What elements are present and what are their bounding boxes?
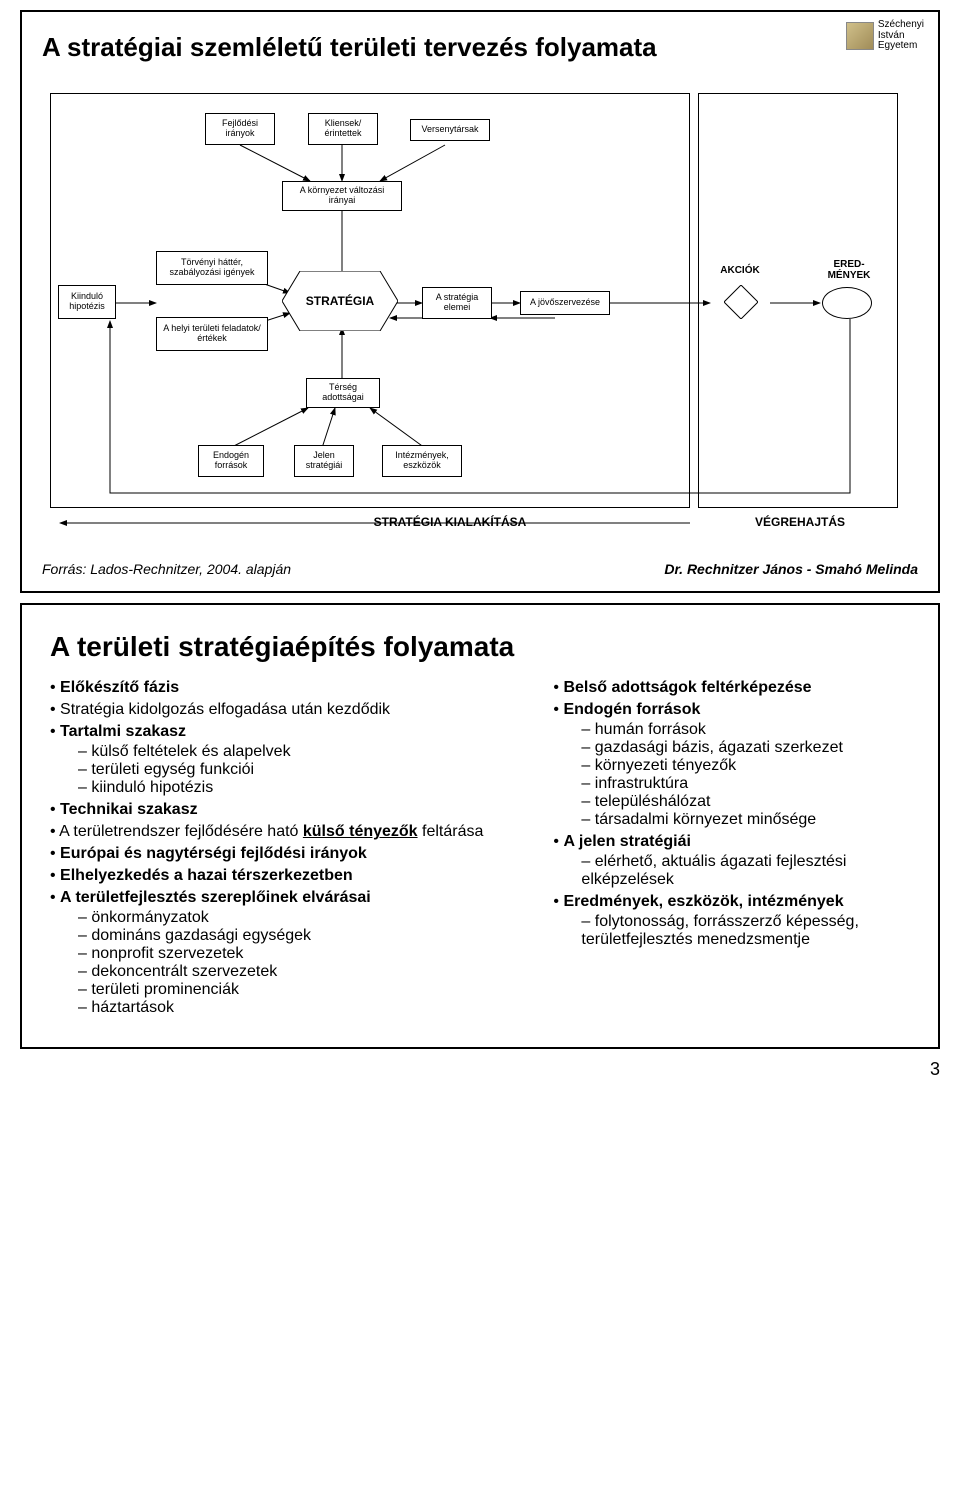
label-strategy-creation: STRATÉGIA KIALAKÍTÁSA (330, 515, 570, 529)
node-elemei: A stratégia elemei (422, 287, 492, 319)
node-torvenyi: Törvényi háttér, szabályozási igények (156, 251, 268, 285)
label-execution: VÉGREHAJTÁS (730, 515, 870, 529)
node-terseg: Térség adottságai (306, 378, 380, 408)
s2l-i6: Európai és nagytérségi fejlődési irányok (50, 845, 525, 863)
slide-2: A területi stratégiaépítés folyamata Elő… (20, 603, 940, 1049)
node-strategia: STRATÉGIA (282, 271, 398, 331)
s2r-s2d: infrastruktúra (581, 775, 910, 793)
node-endogen: Endogén források (198, 445, 264, 477)
node-kornyezet: A környezet változási irányai (282, 181, 402, 211)
s2l-s8f: háztartások (78, 999, 525, 1017)
s2l-s3c: kiinduló hipotézis (78, 779, 525, 797)
logo-emblem (846, 22, 874, 50)
logo: Széchenyi István Egyetem (846, 20, 924, 52)
s2r-s2e: településhálózat (581, 793, 910, 811)
node-jovo: A jövőszervezése (520, 291, 610, 315)
slide-1: Széchenyi István Egyetem A stratégiai sz… (20, 10, 940, 593)
s2l-i8: A területfejlesztés szereplőinek elvárás… (50, 889, 525, 1017)
slide1-footer: Forrás: Lados-Rechnitzer, 2004. alapján … (42, 561, 918, 577)
slide2-left-col: Előkészítő fázis Stratégia kidolgozás el… (50, 679, 525, 1021)
slide2-title: A területi stratégiaépítés folyamata (50, 631, 910, 663)
logo-line3: Egyetem (878, 40, 917, 51)
slide1-title: A stratégiai szemléletű területi tervezé… (42, 32, 918, 63)
diagram: Fejlődési irányok Kliensek/ érintettek V… (50, 73, 910, 553)
s2r-i3: A jelen stratégiái elérhető, aktuális ág… (553, 833, 910, 889)
label-akciok: AKCIÓK (710, 265, 770, 276)
node-jelen: Jelen stratégiái (294, 445, 354, 477)
shape-akciok-diamond (724, 285, 758, 319)
s2r-s2f: társadalmi környezet minősége (581, 811, 910, 829)
logo-line2: István (878, 30, 905, 41)
node-kliensek: Kliensek/ érintettek (308, 113, 378, 145)
footer-right: Dr. Rechnitzer János - Smahó Melinda (664, 561, 918, 577)
s2r-i4: Eredmények, eszközök, intézmények folyto… (553, 893, 910, 949)
s2l-i2: Stratégia kidolgozás elfogadása után kez… (50, 701, 525, 719)
s2l-s3b: területi egység funkciói (78, 761, 525, 779)
node-fejlodesi: Fejlődési irányok (205, 113, 275, 145)
node-verseny: Versenytársak (410, 119, 490, 141)
slide2-right-col: Belső adottságok feltérképezése Endogén … (553, 679, 910, 1021)
s2l-s3a: külső feltételek és alapelvek (78, 743, 525, 761)
s2r-i2: Endogén források humán források gazdaság… (553, 701, 910, 829)
footer-left: Forrás: Lados-Rechnitzer, 2004. alapján (42, 561, 291, 577)
s2l-i4: Technikai szakasz (50, 801, 525, 819)
s2l-s8c: nonprofit szervezetek (78, 945, 525, 963)
page-number: 3 (0, 1059, 940, 1080)
label-eredmenyek: ERED- MÉNYEK (814, 259, 884, 281)
logo-text: Széchenyi István Egyetem (878, 20, 924, 52)
node-helyi: A helyi területi feladatok/értékek (156, 317, 268, 351)
logo-line1: Széchenyi (878, 19, 924, 30)
s2l-i1: Előkészítő fázis (50, 679, 525, 697)
s2r-i1: Belső adottságok feltérképezése (553, 679, 910, 697)
s2l-i3: Tartalmi szakasz külső feltételek és ala… (50, 723, 525, 797)
strategia-label: STRATÉGIA (282, 271, 398, 331)
s2l-s8d: dekoncentrált szervezetek (78, 963, 525, 981)
s2l-i5: A területrendszer fejlődésére ható külső… (50, 823, 525, 841)
slide2-columns: Előkészítő fázis Stratégia kidolgozás el… (50, 679, 910, 1021)
s2r-s2c: környezeti tényezők (581, 757, 910, 775)
s2r-s2a: humán források (581, 721, 910, 739)
shape-eredmenyek-ellipse (822, 287, 872, 319)
node-intezmenyek: Intézmények, eszközök (382, 445, 462, 477)
s2r-s2b: gazdasági bázis, ágazati szerkezet (581, 739, 910, 757)
s2l-s8e: területi prominenciák (78, 981, 525, 999)
s2l-s8b: domináns gazdasági egységek (78, 927, 525, 945)
s2r-s3a: elérhető, aktuális ágazati fejlesztési e… (581, 853, 910, 889)
s2l-s8a: önkormányzatok (78, 909, 525, 927)
s2l-i7: Elhelyezkedés a hazai térszerkezetben (50, 867, 525, 885)
s2r-s4a: folytonosság, forrásszerző képesség, ter… (581, 913, 910, 949)
node-kiindulo: Kiinduló hipotézis (58, 285, 116, 319)
